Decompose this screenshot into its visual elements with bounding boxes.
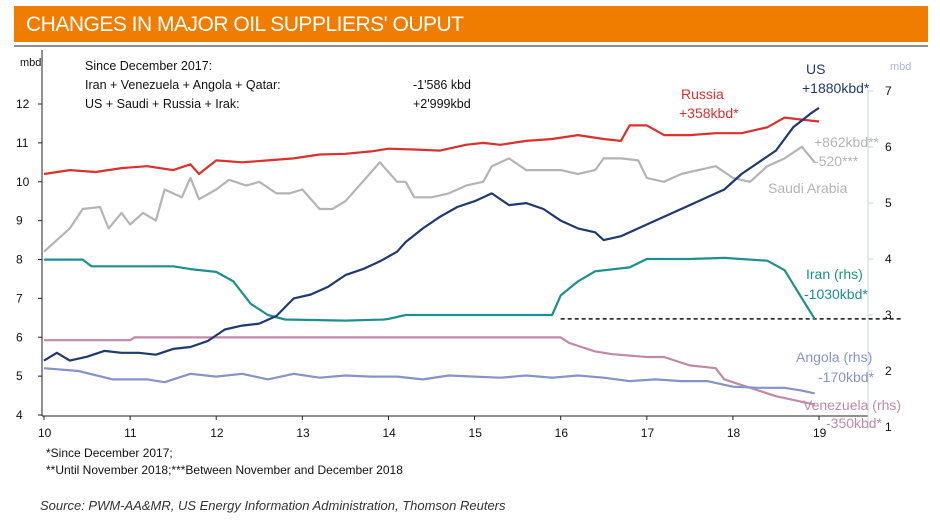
iran-label: Iran (rhs) [806,266,863,282]
notes-heading: Since December 2017: [85,59,212,73]
y2-tick-label: 1 [885,420,892,434]
right-unit-label: mbd [890,61,911,73]
notes-row-1-value: -1'586 kbd [413,78,471,92]
saudi-series-line [43,145,816,253]
russia-change-label: +358kbd* [679,105,739,121]
iran-series-line [44,256,816,322]
title-bar: CHANGES IN MAJOR OIL SUPPLIERS' OUPUT [14,6,928,42]
x-tick-label: 14 [382,426,396,440]
y-tick-label: 6 [16,330,23,344]
notes-row-2-label: US + Saudi + Russia + Irak: [85,97,240,111]
y-tick-label: 11 [16,136,29,150]
y2-tick-label: 4 [885,252,892,266]
russia-series-line [43,116,820,176]
x-tick-label: 15 [469,426,483,440]
y-tick-label: 5 [16,369,23,383]
y-tick-label: 8 [16,253,23,267]
angola-change-label: -170kbd* [818,369,875,385]
y2-tick-label: 5 [885,196,892,210]
notes-row-2-value: +2'999kbd [413,97,471,111]
angola-series-line [43,367,815,395]
us-change-label: +1880kbd* [802,80,870,96]
y2-tick-label: 2 [885,364,892,378]
venezuela-label: Venezuela (rhs) [803,397,901,413]
saudi-label: Saudi Arabia [768,180,848,196]
y-tick-label: 7 [16,291,23,305]
series-group [43,106,820,406]
iran-change-label: -1030kbd* [804,286,868,302]
saudi-change2-label: -520*** [814,153,859,169]
russia-label: Russia [681,86,724,102]
y2-tick-label: 6 [885,140,892,154]
x-tick-label: 12 [210,426,224,440]
us-label: US [806,61,825,77]
angola-label: Angola (rhs) [796,349,872,365]
venezuela-series-line [44,336,815,406]
us-series-line [43,106,820,362]
y2-tick-label: 7 [885,84,892,98]
footnote-1: *Since December 2017; [46,446,173,460]
y2-tick-label: 3 [885,308,892,322]
x-tick-label: 11 [124,426,137,440]
venezuela-change-label: -350kbd* [826,415,883,431]
y-tick-label: 4 [16,408,23,422]
y-tick-label: 9 [16,214,23,228]
x-tick-label: 19 [813,426,827,440]
left-unit-label: mbd [20,57,41,69]
x-tick-label: 13 [296,426,310,440]
y-tick-label: 10 [16,175,30,189]
x-tick-label: 16 [555,426,569,440]
footnote-2: **Until November 2018;***Between Novembe… [46,463,403,477]
notes-row-1-label: Iran + Venezuela + Angola + Qatar: [85,78,281,92]
source-note: Source: PWM-AA&MR, US Energy Information… [40,498,506,513]
x-tick-label: 17 [641,426,655,440]
x-tick-label: 18 [727,426,741,440]
y-tick-label: 12 [16,97,30,111]
x-tick-label: 10 [38,426,52,440]
saudi-change-label: +862kbd** [814,134,880,150]
chart-title: CHANGES IN MAJOR OIL SUPPLIERS' OUPUT [26,13,464,36]
